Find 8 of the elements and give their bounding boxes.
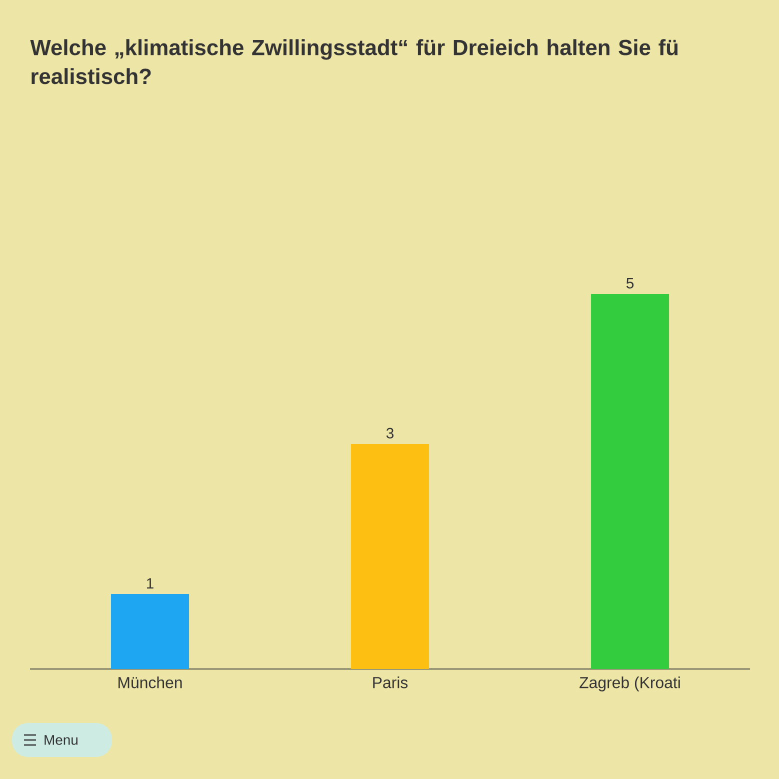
data-label: 1 — [146, 578, 154, 588]
data-label: 3 — [386, 428, 394, 438]
x-tick-label: Zagreb (Kroati — [580, 676, 680, 692]
x-tick-label: Paris — [373, 676, 408, 688]
data-label: 5 — [626, 278, 634, 288]
x-tick-label: München — [118, 676, 182, 688]
text: Menu — [44, 735, 78, 745]
chart-title: Welche „klimatische Zwillingsstadt“ für Dreieich halten Sie fü realistisch? — [30, 39, 678, 84]
